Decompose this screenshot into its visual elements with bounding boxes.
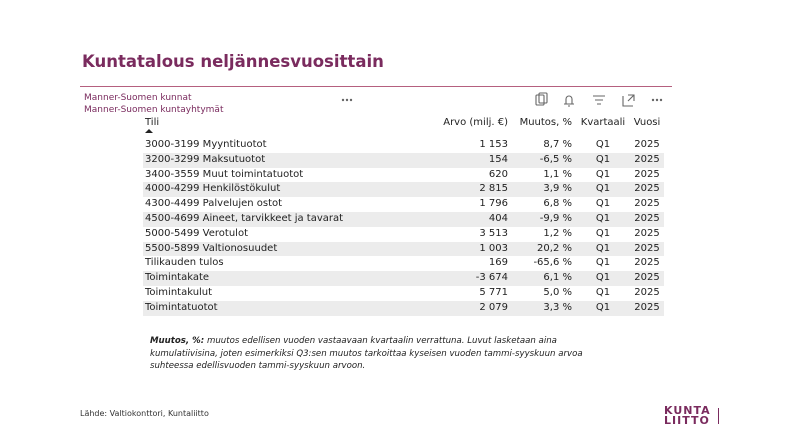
- cell: Q1: [595, 227, 611, 239]
- toolbar: [341, 92, 663, 107]
- title: Kuntatalous neljännesvuosittain: [82, 52, 384, 71]
- cell: Q1: [595, 287, 611, 298]
- cell: 2025: [634, 272, 660, 284]
- cell: 404: [488, 213, 508, 224]
- cell: 3400-3559 Muut toimintatuotot: [145, 168, 304, 180]
- cell: 2025: [634, 168, 660, 180]
- row-shade: [143, 241, 664, 257]
- cell: 5 771: [479, 287, 508, 298]
- cell: 154: [488, 153, 508, 165]
- cell: -9,9 %: [539, 213, 572, 224]
- more-dots[interactable]: [341, 98, 353, 102]
- cell: 2025: [634, 287, 660, 298]
- cell: 169: [488, 257, 508, 269]
- cell: Tilikauden tulos: [145, 257, 224, 269]
- logo-divider: [718, 408, 719, 424]
- cell: 5000-5499 Verotulot: [145, 227, 248, 239]
- cell: 5,0 %: [543, 287, 572, 298]
- logo-text: KUNTA: [664, 404, 711, 417]
- cell: 1 003: [479, 242, 508, 254]
- cell: Q1: [595, 213, 611, 224]
- footnote-line: kumulatiivisina, joten esimerkiksi Q3:se…: [150, 349, 583, 359]
- footnote-label: Muutos, %:: [150, 336, 205, 346]
- cell: 1 796: [479, 198, 508, 210]
- cell: 4300-4499 Palvelujen ostot: [145, 198, 283, 210]
- cell: 2025: [634, 257, 660, 269]
- cell: 3,9 %: [543, 183, 572, 195]
- cell: 620: [488, 168, 508, 180]
- source: Lähde: Valtiokonttori, Kuntaliitto: [80, 409, 209, 418]
- cell: 2025: [634, 139, 660, 150]
- row-shade: [143, 182, 664, 198]
- column-header: Arvo (milj. €): [443, 117, 508, 128]
- footnote-line: suhteessa edellisvuoden tammi-syyskuun a…: [150, 361, 366, 371]
- cell: 4000-4299 Henkilöstökulut: [145, 183, 281, 195]
- cell: Q1: [595, 301, 611, 313]
- cell: 3 513: [479, 227, 508, 239]
- cell: Toimintakulut: [145, 287, 213, 298]
- cell: 8,7 %: [543, 139, 572, 150]
- filter-icon[interactable]: [593, 95, 605, 105]
- logo-text: LIITTO: [664, 414, 710, 427]
- cell: 3,3 %: [543, 301, 572, 313]
- cell: -3 674: [475, 272, 508, 284]
- column-header: Kvartaali: [580, 117, 626, 128]
- footnote-line: Muutos, %: muutos edellisen vuoden vasta…: [150, 336, 557, 346]
- row-shade: [143, 212, 664, 227]
- cell: 2025: [634, 153, 660, 165]
- cell: Q1: [595, 257, 611, 269]
- cell: 6,1 %: [543, 272, 572, 284]
- cell: 1,2 %: [543, 227, 572, 239]
- more-dots[interactable]: [651, 98, 663, 102]
- cell: 1 153: [479, 139, 508, 150]
- cell: Toimintatuotot: [145, 301, 218, 313]
- title-rule: [80, 86, 672, 87]
- copy-icon[interactable]: [535, 94, 545, 106]
- row-shade: [143, 300, 664, 316]
- cell: 3000-3199 Myyntituotot: [145, 139, 267, 150]
- cell: 2 815: [479, 183, 508, 195]
- focus-icon[interactable]: [622, 94, 635, 107]
- footnote-text: muutos edellisen vuoden vastaavaan kvart…: [206, 336, 557, 346]
- cell: Q1: [595, 153, 611, 165]
- cell: Q1: [595, 168, 611, 180]
- column-header: Muutos, %: [519, 117, 572, 128]
- column-header: Vuosi: [633, 117, 661, 128]
- cell: 2025: [634, 198, 660, 210]
- row-shade: [143, 152, 664, 168]
- cell: Q1: [595, 272, 611, 284]
- cell: 6,8 %: [543, 198, 572, 210]
- cell: Q1: [595, 139, 611, 150]
- column-header: Tili: [145, 117, 160, 128]
- cell: 20,2 %: [537, 242, 572, 254]
- cell: 2025: [634, 242, 660, 254]
- cell: Toimintakate: [145, 272, 210, 284]
- row-shade: [143, 271, 664, 286]
- cell: 2025: [634, 301, 660, 313]
- filter: Manner-Suomen kuntayhtymät: [84, 105, 224, 115]
- cell: 2025: [634, 227, 660, 239]
- cell: Q1: [595, 183, 611, 195]
- cell: 5500-5899 Valtionosuudet: [145, 242, 278, 254]
- sort-arrow[interactable]: [144, 128, 154, 134]
- cell: 3200-3299 Maksutuotot: [145, 153, 266, 165]
- cell: 2025: [634, 213, 660, 224]
- filter: Manner-Suomen kunnat: [84, 93, 192, 103]
- cell: 2025: [634, 183, 660, 195]
- cell: 2 079: [479, 301, 508, 313]
- cell: -6,5 %: [539, 153, 572, 165]
- cell: -65,6 %: [533, 257, 572, 269]
- cell: 1,1 %: [543, 168, 572, 180]
- cell: Q1: [595, 242, 611, 254]
- cell: Q1: [595, 198, 611, 210]
- cell: 4500-4699 Aineet, tarvikkeet ja tavarat: [145, 213, 344, 224]
- bell-icon[interactable]: [564, 95, 574, 107]
